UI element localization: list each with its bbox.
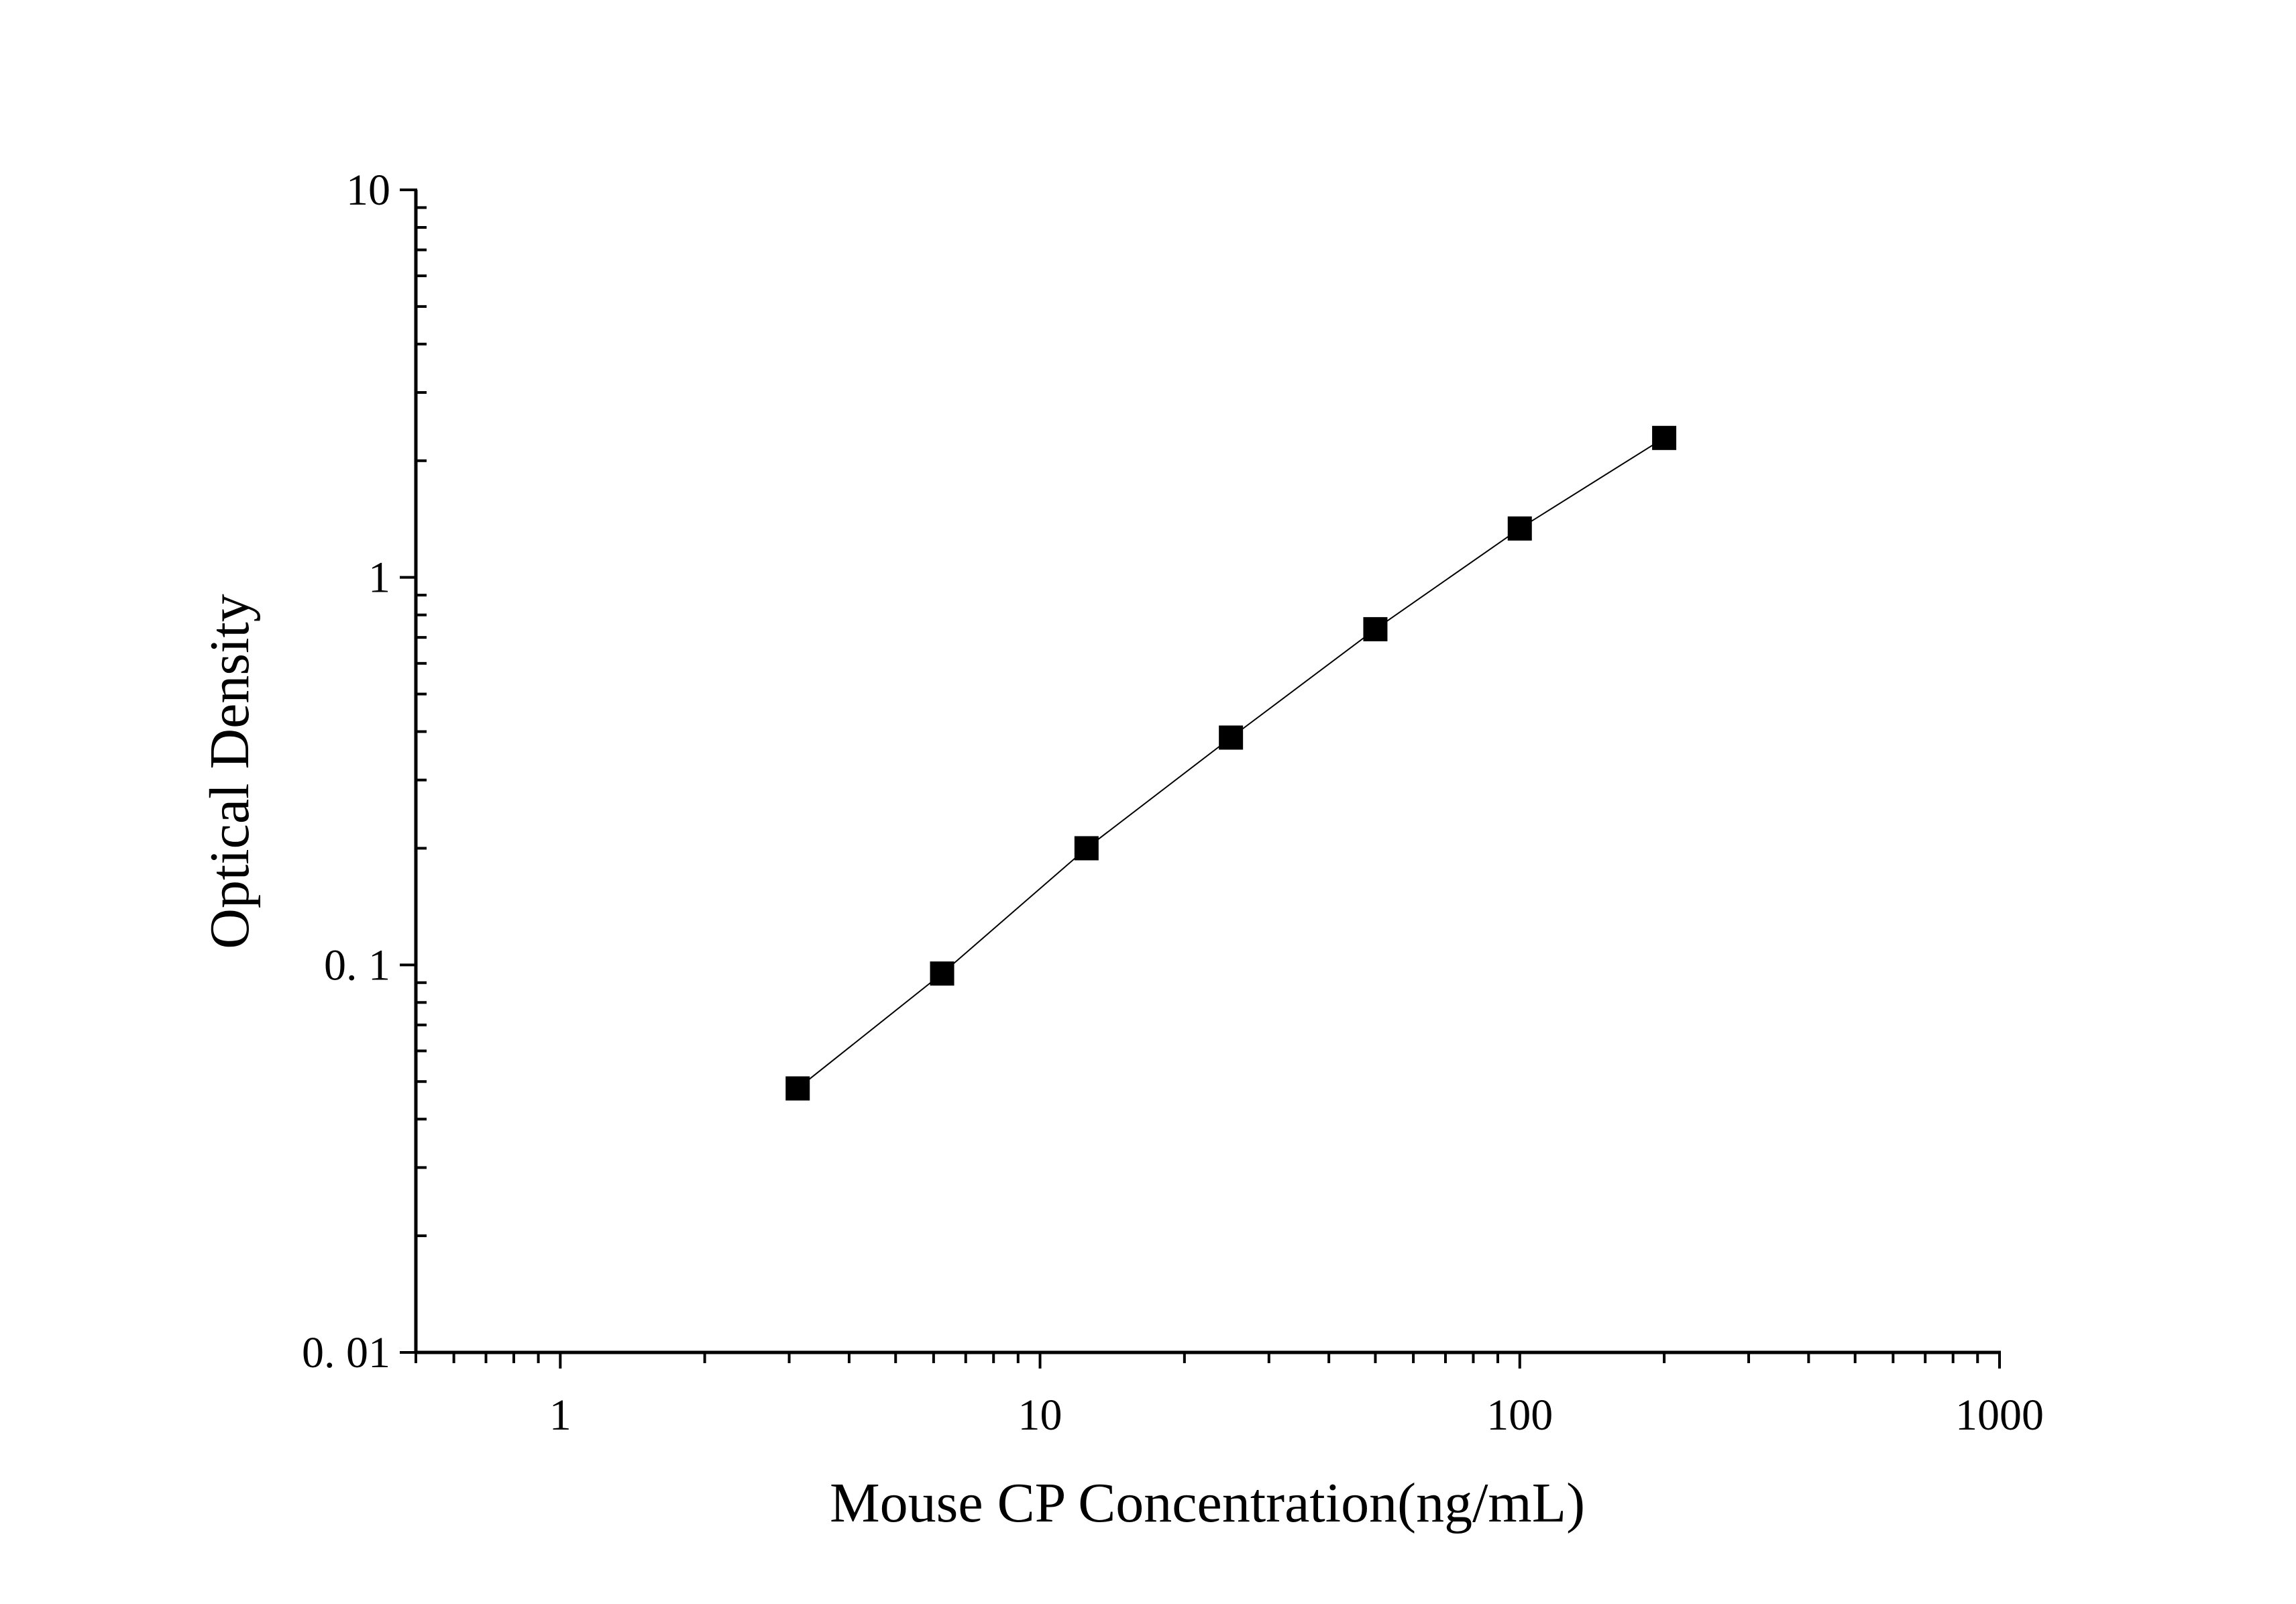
y-tick-label: 1 [368,553,390,602]
data-point [1219,725,1244,750]
data-point [1074,836,1099,861]
data-point [1652,425,1677,450]
y-tick-label: 10 [346,166,390,215]
y-tick-label: 0. 01 [302,1328,390,1377]
x-tick-label: 1 [549,1391,571,1440]
data-point [930,961,954,986]
x-tick-label: 10 [1018,1391,1062,1440]
x-tick-label: 1000 [1955,1391,2044,1440]
x-axis-label: Mouse CP Concentration(ng/mL) [830,1472,1585,1534]
data-point [1507,516,1532,541]
data-point [785,1076,810,1101]
ticks [400,189,2001,1369]
x-tick-label: 100 [1486,1391,1553,1440]
data-point [1363,617,1388,641]
y-axis-label: Optical Density [199,594,261,949]
y-tick-label: 0. 1 [324,941,390,990]
data-points [785,425,1677,1101]
tick-labels: 1 10 100 1000 0. 01 0. 1 1 10 [302,166,2044,1440]
